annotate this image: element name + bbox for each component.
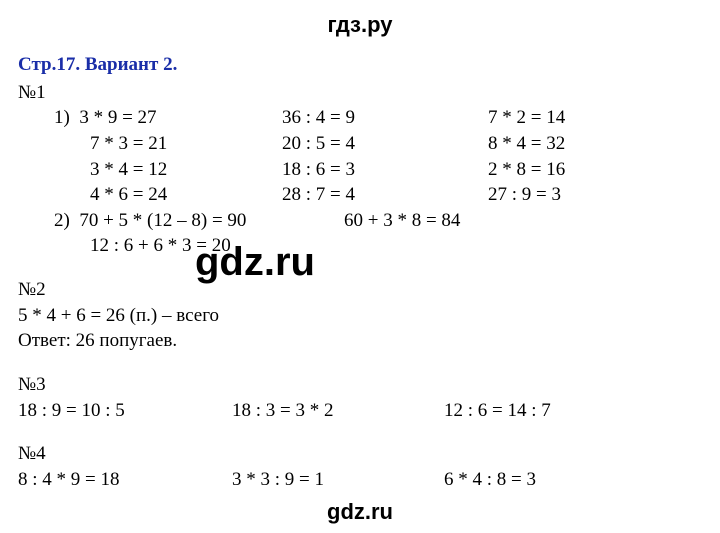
eq: 8 * 4 = 32 — [488, 131, 688, 157]
problem-3-label: №3 — [18, 372, 702, 398]
eq: 2 * 8 = 16 — [488, 157, 688, 183]
problem-2-label: №2 — [18, 277, 702, 303]
eq: 18 : 3 = 3 * 2 — [232, 398, 444, 424]
eq: 36 : 4 = 9 — [282, 105, 488, 131]
eq: 12 : 6 = 14 : 7 — [444, 398, 644, 424]
p1-part2-row0: 2) 70 + 5 * (12 – 8) = 90 60 + 3 * 8 = 8… — [18, 208, 702, 234]
eq: 3 * 3 : 9 = 1 — [232, 467, 444, 493]
eq: 3 * 4 = 12 — [90, 157, 282, 183]
p1-part1-row3: 4 * 6 = 24 28 : 7 = 4 27 : 9 = 3 — [18, 182, 702, 208]
p2-line2: Ответ: 26 попугаев. — [18, 328, 702, 354]
p1-part2-row1: 12 : 6 + 6 * 3 = 20 — [18, 233, 702, 259]
eq: 18 : 6 = 3 — [282, 157, 488, 183]
p1-part1-row0: 1) 3 * 9 = 27 36 : 4 = 9 7 * 2 = 14 — [18, 105, 702, 131]
eq: 6 * 4 : 8 = 3 — [444, 467, 644, 493]
p1-part1-row1: 7 * 3 = 21 20 : 5 = 4 8 * 4 = 32 — [18, 131, 702, 157]
eq: 20 : 5 = 4 — [282, 131, 488, 157]
eq: 18 : 9 = 10 : 5 — [18, 398, 232, 424]
eq: 12 : 6 + 6 * 3 = 20 — [90, 233, 231, 259]
cell: 2) 70 + 5 * (12 – 8) = 90 — [54, 208, 344, 234]
p3-row: 18 : 9 = 10 : 5 18 : 3 = 3 * 2 12 : 6 = … — [18, 398, 702, 424]
p1-part1-row2: 3 * 4 = 12 18 : 6 = 3 2 * 8 = 16 — [18, 157, 702, 183]
p1-part1-marker: 1) — [54, 107, 70, 128]
watermark-top: гдз.ру — [0, 12, 720, 38]
page-heading: Стр.17. Вариант 2. — [18, 52, 702, 78]
page: гдз.ру gdz.ru gdz.ru Стр.17. Вариант 2. … — [0, 0, 720, 533]
p1-part2-marker: 2) — [54, 210, 70, 231]
eq: 60 + 3 * 8 = 84 — [344, 208, 644, 234]
eq: 28 : 7 = 4 — [282, 182, 488, 208]
watermark-bottom: gdz.ru — [0, 499, 720, 525]
eq: 3 * 9 = 27 — [79, 107, 156, 128]
eq: 7 * 3 = 21 — [90, 131, 282, 157]
eq: 27 : 9 = 3 — [488, 182, 688, 208]
problem-4-label: №4 — [18, 441, 702, 467]
p4-row: 8 : 4 * 9 = 18 3 * 3 : 9 = 1 6 * 4 : 8 =… — [18, 467, 702, 493]
eq: 4 * 6 = 24 — [90, 182, 282, 208]
eq: 8 : 4 * 9 = 18 — [18, 467, 232, 493]
p2-line1: 5 * 4 + 6 = 26 (п.) – всего — [18, 303, 702, 329]
content: Стр.17. Вариант 2. №1 1) 3 * 9 = 27 36 :… — [18, 52, 702, 493]
problem-1-label: №1 — [18, 80, 702, 106]
eq: 70 + 5 * (12 – 8) = 90 — [79, 210, 246, 231]
cell: 1) 3 * 9 = 27 — [54, 105, 282, 131]
eq: 7 * 2 = 14 — [488, 105, 688, 131]
